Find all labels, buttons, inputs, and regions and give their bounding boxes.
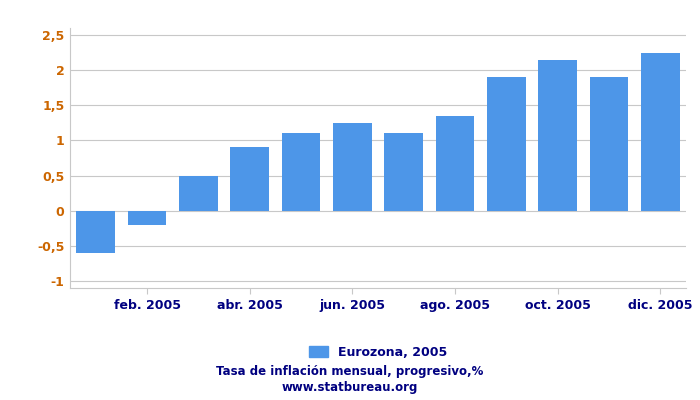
Bar	[384, 134, 423, 211]
Bar	[589, 77, 629, 211]
Bar	[127, 211, 167, 225]
Text: Tasa de inflación mensual, progresivo,%: Tasa de inflación mensual, progresivo,%	[216, 366, 484, 378]
Bar	[487, 77, 526, 211]
Bar	[230, 148, 269, 211]
Bar	[435, 116, 475, 211]
Bar	[641, 52, 680, 211]
Bar	[281, 134, 321, 211]
Legend: Eurozona, 2005: Eurozona, 2005	[304, 341, 452, 364]
Bar	[76, 211, 115, 253]
Text: www.statbureau.org: www.statbureau.org	[282, 382, 418, 394]
Bar	[179, 176, 218, 211]
Bar	[333, 123, 372, 211]
Bar	[538, 60, 577, 211]
